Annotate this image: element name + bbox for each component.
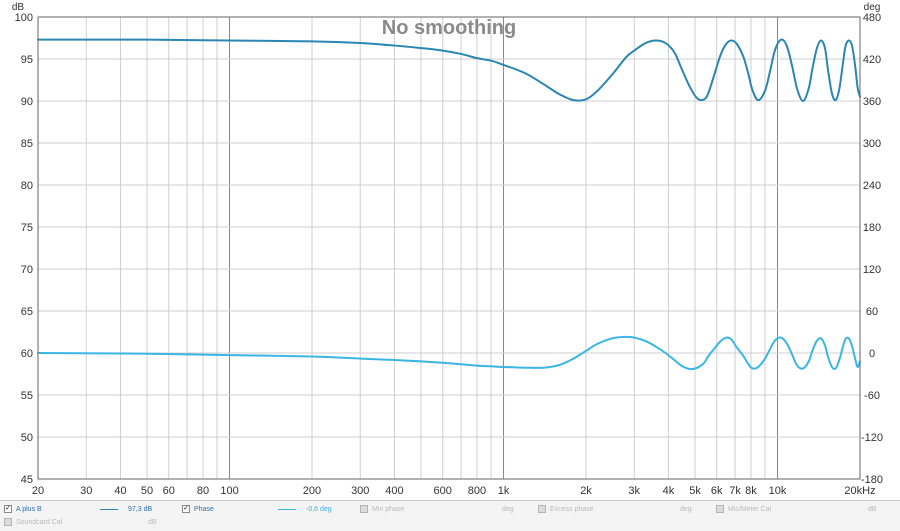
legend-checkbox-a-plus-b[interactable]: ✓: [4, 505, 12, 513]
legend-checkbox-excess-phase[interactable]: [538, 505, 546, 513]
x-tick-label: 3k: [628, 485, 640, 497]
legend-unit-mic-meter-cal: dB: [868, 505, 877, 513]
y-right-tick-label: -120: [861, 432, 883, 444]
legend-item-min-phase[interactable]: Min phase deg: [360, 503, 514, 515]
y-left-tick-label: 60: [21, 348, 33, 360]
x-tick-label: 8k: [745, 485, 757, 497]
y-left-tick-label: 55: [21, 390, 33, 402]
y-left-tick-label: 45: [21, 474, 33, 486]
y-right-tick-label: -180: [861, 474, 883, 486]
series-group: [37, 38, 861, 371]
frequency-response-chart: 20 30 40 50 60 80 100 200 300 400 600 800 1k 2k 3k 4k 5k…: [11, 2, 884, 497]
legend-unit-excess-phase: deg: [680, 505, 692, 513]
y-right-tick-label: 240: [863, 180, 881, 192]
y-left-tick-label: 100: [15, 12, 33, 24]
legend-item-mic-meter-cal[interactable]: Mic/Meter Cal dB: [716, 503, 877, 515]
legend-checkbox-mic-meter-cal[interactable]: [716, 505, 724, 513]
y-left-tick-label: 85: [21, 138, 33, 150]
legend-label-excess-phase: Excess phase: [550, 505, 594, 513]
left-axis-unit: dB: [12, 2, 25, 13]
legend-label-a-plus-b: A plus B: [16, 505, 42, 513]
y-right-tick-label: 180: [863, 222, 881, 234]
x-tick-label: 60: [163, 485, 175, 497]
axis-labels: 20 30 40 50 60 80 100 200 300 400 600 800 1k 2k 3k 4k 5k…: [15, 12, 883, 497]
legend-item-soundcard-cal[interactable]: Soundcard Cal dB: [4, 516, 157, 528]
x-tick-label: 20: [32, 485, 44, 497]
x-tick-label: 4k: [663, 485, 675, 497]
x-tick-label: 30: [80, 485, 92, 497]
x-tick-label: 80: [197, 485, 209, 497]
series-line-a-plus-b: [37, 38, 861, 102]
y-right-tick-label: -60: [864, 390, 880, 402]
legend-item-phase[interactable]: ✓ Phase -0,6 deg: [182, 503, 332, 515]
x-tick-label: 300: [351, 485, 369, 497]
legend-item-a-plus-b[interactable]: ✓ A plus B 97,3 dB: [4, 503, 152, 515]
x-tick-label: 2k: [580, 485, 592, 497]
legend-swatch-a-plus-b: [100, 508, 118, 510]
x-tick-label: 600: [434, 485, 452, 497]
y-right-tick-label: 60: [866, 306, 878, 318]
grid: [38, 17, 860, 479]
x-tick-label: 20kHz: [844, 485, 875, 497]
legend-unit-min-phase: deg: [502, 505, 514, 513]
legend-swatch-phase: [278, 508, 296, 510]
legend-label-min-phase: Min phase: [372, 505, 405, 513]
legend-checkbox-min-phase[interactable]: [360, 505, 368, 513]
y-right-tick-label: 120: [863, 264, 881, 276]
chart-title: No smoothing: [382, 17, 516, 39]
y-right-tick-label: 300: [863, 138, 881, 150]
series-line-phase: [37, 335, 861, 371]
y-left-tick-label: 50: [21, 432, 33, 444]
y-left-tick-label: 65: [21, 306, 33, 318]
x-tick-label: 200: [303, 485, 321, 497]
y-right-tick-label: 420: [863, 54, 881, 66]
legend-label-mic-meter-cal: Mic/Meter Cal: [728, 505, 772, 513]
x-tick-label: 50: [141, 485, 153, 497]
x-tick-label: 10k: [769, 485, 787, 497]
y-left-tick-label: 95: [21, 54, 33, 66]
legend-checkbox-soundcard-cal[interactable]: [4, 518, 12, 526]
x-tick-label: 6k: [711, 485, 723, 497]
y-right-tick-label: 480: [863, 12, 881, 24]
legend-bar: ✓ A plus B 97,3 dB ✓ Phase -0,6 deg Min …: [0, 500, 900, 531]
y-left-tick-label: 75: [21, 222, 33, 234]
plot-frame: [37, 16, 861, 480]
x-tick-label: 40: [114, 485, 126, 497]
x-tick-label: 5k: [689, 485, 701, 497]
legend-label-phase: Phase: [194, 505, 214, 513]
x-tick-label: 100: [220, 485, 238, 497]
x-tick-label: 400: [385, 485, 403, 497]
y-left-tick-label: 90: [21, 96, 33, 108]
legend-label-soundcard-cal: Soundcard Cal: [16, 518, 63, 526]
y-right-tick-label: 360: [863, 96, 881, 108]
x-tick-label: 800: [468, 485, 486, 497]
legend-checkbox-phase[interactable]: ✓: [182, 505, 190, 513]
x-tick-label: 1k: [498, 485, 510, 497]
legend-unit-soundcard-cal: dB: [148, 518, 157, 526]
legend-value-phase: -0,6 deg: [306, 505, 332, 513]
y-right-tick-label: 0: [869, 348, 875, 360]
y-left-tick-label: 70: [21, 264, 33, 276]
legend-item-excess-phase[interactable]: Excess phase deg: [538, 503, 692, 515]
y-left-tick-label: 80: [21, 180, 33, 192]
legend-value-a-plus-b: 97,3 dB: [128, 505, 153, 513]
x-tick-label: 7k: [729, 485, 741, 497]
right-axis-unit: deg: [864, 2, 881, 13]
